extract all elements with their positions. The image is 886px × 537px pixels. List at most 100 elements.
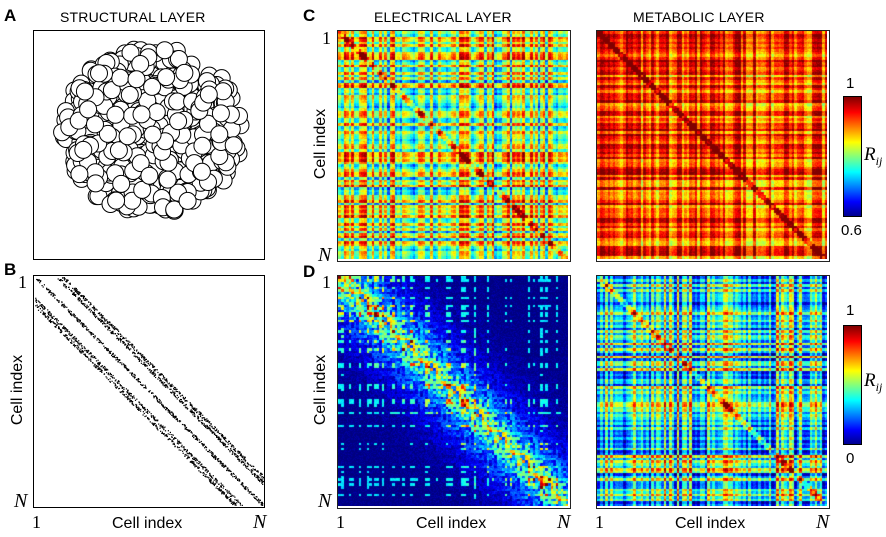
adjacency-dot — [86, 329, 88, 331]
adjacency-dot — [45, 316, 47, 318]
adjacency-dot — [50, 314, 52, 316]
adjacency-dot — [178, 440, 180, 443]
adjacency-dot — [105, 369, 107, 371]
adjacency-dot — [172, 434, 174, 436]
adjacency-dot — [198, 413, 200, 415]
adjacency-dot — [104, 325, 106, 327]
adjacency-dot — [63, 279, 65, 281]
adjacency-dot — [144, 415, 146, 418]
adjacency-dot — [64, 278, 66, 280]
adjacency-dot — [216, 482, 218, 484]
adjacency-dot — [83, 297, 85, 299]
adjacency-dot — [133, 377, 136, 379]
adjacency-dot — [212, 452, 214, 454]
adjacency-dot — [240, 454, 242, 457]
adjacency-dot — [211, 455, 214, 457]
adjacency-dot — [220, 482, 222, 484]
adjacency-dot — [140, 360, 143, 362]
adjacency-dot — [56, 320, 58, 322]
adjacency-dot — [131, 343, 133, 345]
adjacency-dot — [120, 335, 122, 337]
adjacency-dot — [207, 470, 209, 472]
adjacency-dot — [215, 478, 217, 480]
adjacency-dot — [42, 313, 44, 315]
adjacency-dot — [221, 492, 223, 494]
adjacency-dot — [178, 449, 180, 451]
adjacency-dot — [97, 317, 99, 319]
adjacency-dot — [54, 318, 56, 320]
adjacency-dot — [226, 469, 228, 471]
cell-circle — [120, 85, 139, 104]
adjacency-dot — [182, 397, 184, 399]
adjacency-dot — [61, 305, 63, 307]
cell-circle — [143, 77, 162, 96]
adjacency-dot — [90, 353, 92, 355]
adjacency-dot — [84, 325, 86, 327]
adjacency-dot — [61, 301, 63, 303]
adjacency-dot — [102, 315, 104, 317]
adjacency-dot — [142, 411, 144, 413]
adjacency-dot — [191, 461, 193, 463]
adjacency-dot — [244, 464, 247, 466]
adjacency-dot — [206, 418, 208, 420]
adjacency-dot — [111, 323, 113, 325]
adjacency-dot — [158, 377, 160, 379]
adjacency-dot — [233, 495, 235, 497]
adjacency-dot — [173, 387, 175, 389]
adjacency-dot — [170, 385, 172, 387]
adjacency-dot — [129, 372, 131, 374]
cell-circle — [157, 68, 176, 87]
adjacency-dot — [53, 295, 55, 297]
adjacency-dot — [242, 456, 244, 459]
adjacency-dot — [228, 440, 230, 442]
adjacency-dot — [256, 470, 258, 472]
adjacency-dot — [144, 363, 146, 365]
adjacency-dot — [68, 331, 70, 333]
adjacency-dot — [217, 431, 219, 433]
adjacency-dot — [131, 397, 133, 399]
adjacency-dot — [40, 304, 42, 306]
d-xlabel-right: Cell index — [675, 515, 746, 532]
adjacency-dot — [235, 477, 237, 479]
adjacency-dot — [136, 350, 138, 352]
adjacency-dot — [156, 397, 158, 399]
adjacency-dot — [147, 360, 149, 362]
adjacency-dot — [174, 437, 176, 439]
adjacency-dot — [100, 370, 102, 372]
adjacency-dot — [112, 374, 114, 377]
adjacency-dot — [148, 369, 150, 371]
adjacency-dot — [144, 357, 146, 359]
adjacency-dot — [190, 409, 192, 411]
adjacency-dot — [226, 497, 228, 499]
adjacency-dot — [158, 423, 160, 425]
adjacency-dot — [78, 297, 80, 299]
adjacency-dot — [73, 289, 75, 291]
adjacency-dot — [231, 501, 233, 503]
adjacency-dot — [212, 482, 214, 484]
adjacency-dot — [162, 378, 164, 380]
adjacency-dot — [127, 342, 129, 344]
adjacency-dot — [47, 289, 49, 291]
adjacency-dot — [65, 327, 67, 330]
adjacency-dot — [184, 449, 187, 451]
adjacency-dot — [194, 414, 196, 416]
adjacency-dot — [103, 321, 105, 323]
adjacency-dot — [123, 342, 125, 344]
adjacency-dot — [35, 297, 37, 299]
adjacency-dot — [182, 402, 185, 404]
adjacency-dot — [138, 378, 140, 380]
adjacency-dot — [161, 431, 163, 433]
adjacency-dot — [128, 368, 130, 370]
adjacency-dot — [229, 492, 231, 495]
adjacency-dot — [251, 470, 253, 472]
adjacency-dot — [225, 495, 227, 497]
adjacency-dot — [37, 279, 39, 281]
adjacency-dot — [220, 486, 222, 488]
adjacency-dot — [153, 365, 155, 367]
adjacency-dot — [184, 424, 186, 426]
adjacency-dot — [195, 410, 197, 412]
adjacency-dot — [116, 386, 118, 388]
adjacency-dot — [219, 463, 221, 465]
adjacency-dot — [202, 445, 204, 447]
adjacency-dot — [72, 293, 74, 295]
